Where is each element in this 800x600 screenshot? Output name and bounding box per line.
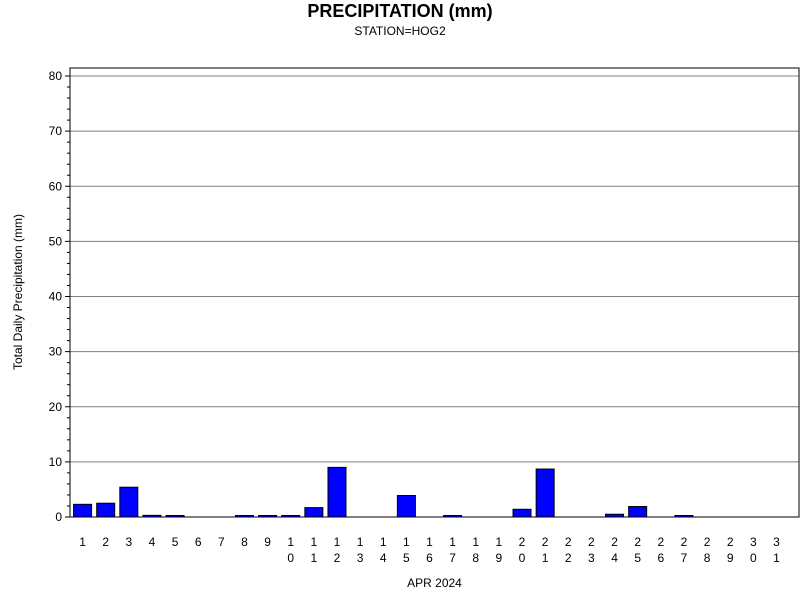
bar — [327, 466, 347, 518]
y-tick-label: 50 — [49, 234, 63, 248]
y-tick-label: 0 — [55, 510, 62, 524]
gridlines — [70, 75, 799, 463]
x-tick-label: 4 — [149, 535, 156, 549]
x-tick-label: 9 — [264, 535, 271, 549]
x-tick-label: 7 — [218, 535, 225, 549]
x-tick-label: 6 — [195, 535, 202, 549]
bars — [73, 466, 694, 518]
bar — [119, 486, 139, 518]
bar — [73, 503, 93, 518]
bar — [628, 506, 648, 518]
x-tick-label: 2 — [102, 535, 109, 549]
chart-title: PRECIPITATION (mm) — [307, 1, 493, 21]
bar — [396, 495, 416, 518]
y-tick-label: 40 — [49, 290, 63, 304]
bar — [304, 507, 324, 518]
y-tick-label: 20 — [49, 400, 63, 414]
x-tick-label: 5 — [172, 535, 179, 549]
bar — [535, 468, 555, 518]
x-axis: 1 2 3 4 5 6 7 8 9 1 01 11 21 31 41 51 61 71 81 92 02 12 22 32 42… — [79, 535, 780, 565]
chart-subtitle: STATION=HOG2 — [354, 24, 446, 38]
x-tick-label: 1 — [79, 535, 86, 549]
y-tick-label: 80 — [49, 69, 63, 83]
x-tick-label: 3 — [125, 535, 132, 549]
y-tick-label: 10 — [49, 455, 63, 469]
bar — [512, 508, 532, 518]
y-tick-label: 70 — [49, 124, 63, 138]
x-tick-label: 8 — [241, 535, 248, 549]
y-tick-label: 60 — [49, 179, 63, 193]
y-axis: 0 10 20 30 40 50 60 70 80 — [49, 69, 70, 524]
bar — [96, 502, 116, 518]
x-axis-title: APR 2024 — [407, 576, 462, 590]
y-axis-title: Total Daily Precipitation (mm) — [11, 214, 25, 370]
y-tick-label: 30 — [49, 345, 63, 359]
plot-frame — [69, 67, 800, 518]
